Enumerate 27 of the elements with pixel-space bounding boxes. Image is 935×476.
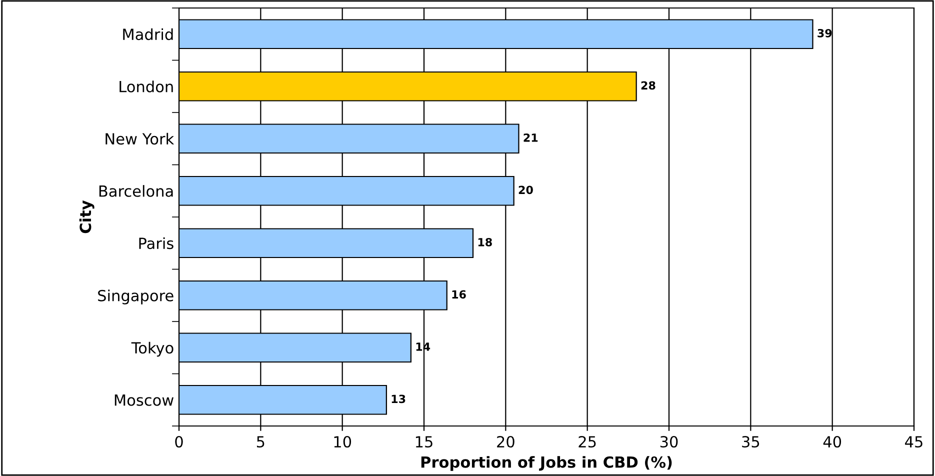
data-label: 18 — [478, 238, 492, 246]
x-tick-label: 20 — [497, 436, 514, 448]
y-axis-title: City — [79, 200, 94, 234]
x-tick-label: 0 — [175, 436, 183, 448]
y-tick-label: Madrid — [123, 28, 173, 40]
x-tick-label: 30 — [660, 436, 678, 448]
x-tick-label: 15 — [416, 436, 432, 448]
x-tick-label: 5 — [256, 436, 264, 448]
y-tick-label: Paris — [139, 237, 174, 250]
y-tick-label: Moscow — [114, 394, 174, 406]
data-label: 21 — [524, 133, 538, 142]
x-tick-label: 10 — [334, 436, 352, 448]
data-label: 39 — [818, 28, 832, 38]
x-tick-label: 35 — [742, 436, 760, 448]
y-tick-label: Singapore — [98, 290, 174, 304]
x-axis-title: Proportion of Jobs in CBD (%) — [421, 456, 672, 471]
data-label: 20 — [518, 186, 533, 194]
x-tick-label: 25 — [578, 436, 596, 448]
y-tick-label: New York — [106, 132, 174, 145]
data-label: 16 — [452, 290, 466, 299]
x-tick-label: 45 — [905, 436, 922, 448]
data-label: 13 — [392, 394, 406, 404]
data-label: 28 — [641, 81, 656, 90]
y-tick-label: London — [120, 80, 173, 92]
y-tick-label: Tokyo — [131, 342, 174, 357]
y-tick-label: Barcelona — [99, 185, 173, 197]
x-tick-label: 40 — [823, 436, 842, 448]
